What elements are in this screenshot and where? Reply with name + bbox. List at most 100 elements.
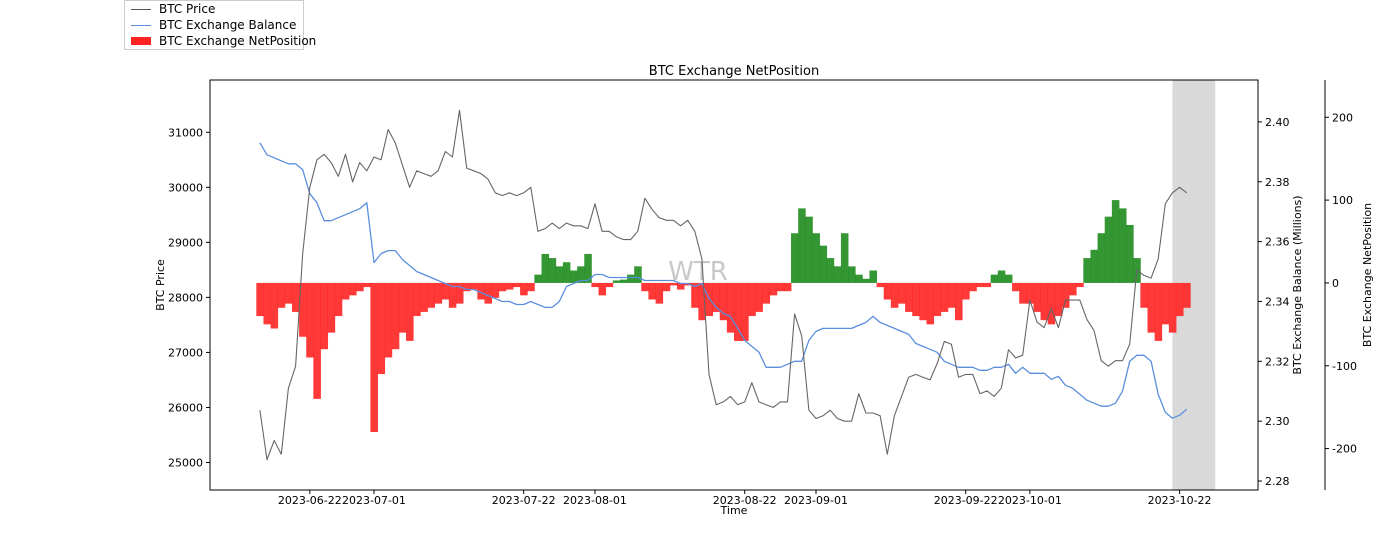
chart-title: BTC Exchange NetPosition xyxy=(649,64,819,79)
balance-tick-label: 2.34 xyxy=(1265,295,1290,308)
netposition-bar xyxy=(406,282,414,341)
netposition-bar xyxy=(897,282,906,304)
x-tick-label: 2023-06-22 xyxy=(278,494,342,507)
netposition-bar xyxy=(862,278,870,283)
netposition-bar xyxy=(1061,282,1070,308)
netposition-bar xyxy=(641,282,649,292)
netposition-bar xyxy=(1069,282,1077,296)
legend-item-netposition: BTC Exchange NetPosition xyxy=(131,34,316,48)
netposition-bar xyxy=(1047,282,1056,325)
balance-tick-label: 2.30 xyxy=(1265,415,1290,428)
netposition-bar xyxy=(534,274,542,283)
netposition-bar xyxy=(905,282,913,312)
netposition-bar xyxy=(505,282,514,290)
netposition-bar xyxy=(883,282,892,300)
balance-tick-label: 2.32 xyxy=(1265,355,1290,368)
netposition-bar xyxy=(263,282,271,325)
legend-item-balance: BTC Exchange Balance xyxy=(131,18,296,32)
netposition-bar xyxy=(926,282,935,325)
netposition-bar xyxy=(413,282,421,317)
netposition-bar xyxy=(669,282,678,286)
netposition-bar xyxy=(555,266,564,283)
x-tick-label: 2023-09-22 xyxy=(934,494,998,507)
left-tick-label: 31000 xyxy=(168,126,203,139)
netposition-bar xyxy=(434,282,443,304)
netposition-bar xyxy=(349,282,357,296)
legend-item-price: BTC Price xyxy=(131,2,215,16)
netposition-bar xyxy=(1168,282,1177,333)
netposition-bar xyxy=(491,282,500,298)
x-tick-label: 2023-08-22 xyxy=(713,494,777,507)
netposition-bar xyxy=(570,270,578,283)
netposition-bar xyxy=(477,282,485,300)
legend: BTC Price BTC Exchange Balance BTC Excha… xyxy=(124,0,316,50)
left-tick-label: 26000 xyxy=(168,401,203,414)
balance-tick-label: 2.28 xyxy=(1265,475,1290,488)
netposition-bar xyxy=(890,282,899,308)
netposition-bar xyxy=(912,282,920,317)
netposition-bar xyxy=(520,282,528,296)
netposition-bar xyxy=(1004,274,1013,283)
netposition-bar xyxy=(997,270,1006,283)
netposition-bar xyxy=(634,266,642,283)
netposition-bar xyxy=(498,282,507,292)
netposition-bar xyxy=(805,216,813,283)
line-series xyxy=(259,109,1188,461)
netposition-bar xyxy=(527,282,535,292)
netposition-bar xyxy=(427,282,435,308)
left-tick-label: 25000 xyxy=(168,456,203,469)
netposition-bar xyxy=(791,233,799,283)
x-tick-label: 2023-09-01 xyxy=(784,494,848,507)
netposition-bar xyxy=(1140,282,1148,308)
netposition-bar xyxy=(619,279,628,283)
netposition-bar xyxy=(1097,233,1106,283)
netposition-bar xyxy=(819,245,828,283)
netposition-bar xyxy=(712,282,721,312)
netposition-bar xyxy=(448,282,457,308)
netposition-bar xyxy=(1019,282,1027,304)
netposition-bar xyxy=(277,282,286,308)
netposition-bar xyxy=(990,274,999,283)
x-axis: 2023-06-22 2023-07-01 2023-07-22 2023-08-01… xyxy=(278,490,1212,507)
netposition-bar xyxy=(769,282,778,296)
right-axis-balance: 2.28 2.30 2.32 2.34 2.36 2.38 2.40 xyxy=(1258,116,1290,488)
netposition-bar xyxy=(826,258,835,283)
netposition-bar xyxy=(1076,282,1084,288)
netposition-bar xyxy=(1111,200,1120,283)
netposition-bar xyxy=(341,282,350,300)
netposition-bar xyxy=(484,282,493,304)
netposition-bar xyxy=(876,282,885,288)
netposition-bar xyxy=(691,282,699,308)
netposition-bar xyxy=(1161,282,1170,325)
x-axis-label: Time xyxy=(720,504,748,517)
netposition-bar xyxy=(384,282,393,358)
balance-line xyxy=(259,142,1188,419)
netposition-bar xyxy=(833,266,842,283)
left-tick-label: 28000 xyxy=(168,291,203,304)
netposition-bar xyxy=(726,282,735,333)
netposition-bar xyxy=(662,282,671,292)
netposition-tick-label: 200 xyxy=(1332,111,1353,124)
netposition-bar xyxy=(762,282,771,304)
netposition-bar xyxy=(698,282,706,321)
netposition-bar xyxy=(334,282,343,317)
netposition-bar xyxy=(577,266,585,283)
netposition-bar xyxy=(455,282,464,304)
netposition-bar xyxy=(562,262,571,283)
netposition-bar xyxy=(320,282,329,350)
netposition-bar xyxy=(648,282,656,300)
netposition-bar xyxy=(313,282,321,399)
balance-tick-label: 2.36 xyxy=(1265,236,1290,249)
netposition-tick-label: 0 xyxy=(1332,277,1339,290)
netposition-bar xyxy=(584,253,592,283)
netposition-bar xyxy=(933,282,942,317)
balance-tick-label: 2.38 xyxy=(1265,176,1290,189)
netposition-bar xyxy=(541,253,550,283)
x-tick-label: 2023-10-01 xyxy=(998,494,1062,507)
netposition-bar xyxy=(398,282,407,333)
netposition-bar xyxy=(377,282,386,375)
left-axis-label: BTC Price xyxy=(154,259,167,311)
netposition-bar xyxy=(327,282,336,333)
x-tick-label: 2023-08-01 xyxy=(563,494,627,507)
